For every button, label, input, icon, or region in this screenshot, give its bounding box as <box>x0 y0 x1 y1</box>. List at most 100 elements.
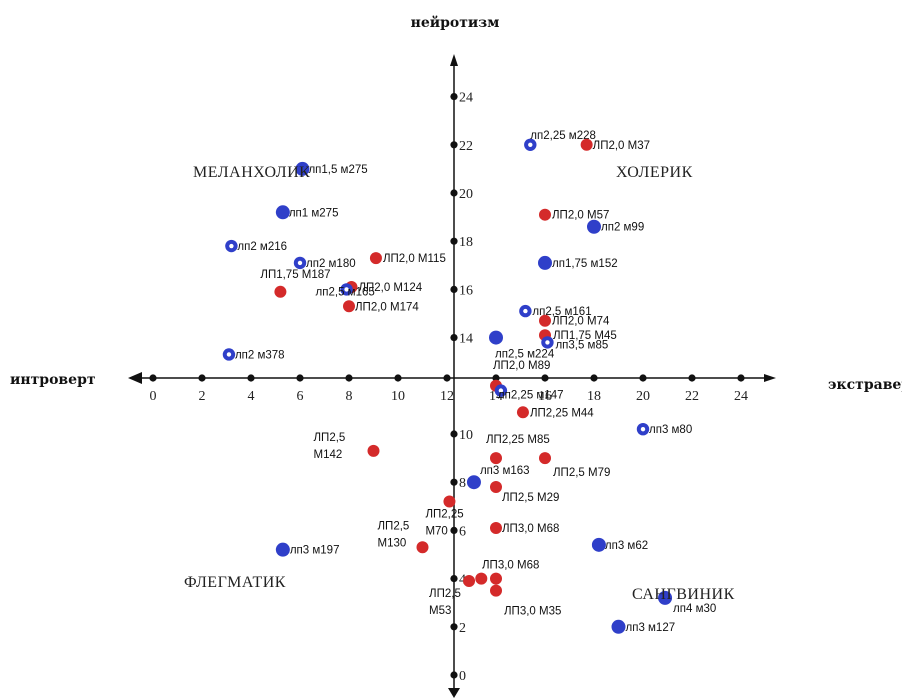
x-tick-label: 20 <box>636 389 650 404</box>
y-tick-dot <box>450 526 458 535</box>
data-point: ЛП3,0 М68 <box>482 560 539 585</box>
data-point: ЛП2,25 М85 <box>486 434 550 465</box>
point-label: лп1,75 м152 <box>552 258 618 270</box>
point-label: ЛП2,0 М74 <box>552 316 610 328</box>
point-marker <box>539 208 551 221</box>
point-marker <box>580 138 593 151</box>
x-tick-label: 4 <box>248 389 255 404</box>
point-label: ЛП2,25 М44 <box>530 407 594 419</box>
point-label: лп2,5 м161 <box>532 306 591 318</box>
point-marker <box>516 406 529 419</box>
quadrant-label-melancholic: МЕЛАНХОЛИК <box>193 164 310 181</box>
data-point: лп3 м62 <box>591 537 648 552</box>
point-label: М53 <box>429 605 451 617</box>
y-tick-dot <box>450 478 458 486</box>
point-marker <box>367 444 380 457</box>
point-label: ЛП1,75 М45 <box>553 330 617 342</box>
point-label: лп3 м127 <box>626 622 676 634</box>
point-label: ЛП2,25 <box>425 508 463 520</box>
x-tick-dot <box>198 374 206 382</box>
point-label: М130 <box>378 537 407 549</box>
point-label: ЛП1,75 М187 <box>260 269 330 281</box>
x-tick-dot <box>590 374 598 382</box>
data-point: лп4 м30 <box>658 590 716 615</box>
data-point: лп1,75 м152 <box>538 255 618 270</box>
x-tick-dot <box>394 374 402 382</box>
x-tick-label: 18 <box>587 389 601 404</box>
point-label: лп2 м378 <box>235 349 285 361</box>
point-label: лп3 м163 <box>480 465 530 477</box>
point-label: лп4 м30 <box>673 603 716 615</box>
point-label: ЛП3,0 М35 <box>504 606 561 618</box>
point-label: лп2,25 м228 <box>530 130 596 142</box>
x-tick-label: 2 <box>199 389 206 404</box>
data-point: ЛП2,0 М37 <box>580 138 650 152</box>
point-label: ЛП2,0 М124 <box>358 282 422 294</box>
point-label: ЛП2,5 М79 <box>553 467 610 479</box>
point-label: ЛП3,0 М68 <box>502 523 559 535</box>
y-tick-label: 6 <box>459 524 466 539</box>
y-tick-dot <box>450 430 458 438</box>
point-label: лп3 м197 <box>290 545 340 557</box>
point-marker-core <box>344 287 349 292</box>
point-marker-core <box>229 243 234 249</box>
x-tick-label: 10 <box>391 389 405 404</box>
y-axis-title: нейротизм <box>411 14 500 31</box>
x-tick-dot <box>443 374 451 382</box>
data-point: ЛП1,75 М187 <box>260 269 331 298</box>
x-axis-right-arrow-icon <box>764 374 776 382</box>
point-label: ЛП2,5 <box>314 432 346 444</box>
data-point: ЛП2,0 М57 <box>539 208 609 222</box>
point-marker <box>274 285 287 298</box>
data-point: ЛП2,0 М115 <box>369 252 446 265</box>
data-point: лп2 м378 <box>222 348 285 361</box>
x-tick-label: 24 <box>734 389 748 404</box>
point-marker <box>489 330 503 345</box>
x-tick-dot <box>247 374 255 382</box>
data-point: лп2,25 м228 <box>524 130 596 151</box>
y-tick-label: 10 <box>459 428 473 443</box>
point-marker-core <box>640 426 646 432</box>
point-marker-core <box>545 340 550 345</box>
point-label: лп2 м180 <box>306 258 356 270</box>
y-tick-label: 0 <box>459 669 466 684</box>
data-point: ЛП3,0 М35 <box>490 584 561 618</box>
point-marker <box>490 452 502 465</box>
data-point: лп2 м180 <box>293 256 356 270</box>
data-point: лп2,5 м161 <box>519 304 592 318</box>
data-point: ЛП2,5 М53 <box>429 575 476 617</box>
axes <box>128 54 776 698</box>
data-point: лп3 м80 <box>636 422 692 436</box>
data-point: лп3 м197 <box>275 542 340 557</box>
point-marker-core <box>226 352 232 357</box>
point-marker <box>343 300 355 313</box>
y-tick-dot <box>450 623 458 631</box>
data-point: ЛП2,25 М70 <box>425 495 464 537</box>
y-tick-dot <box>450 334 458 342</box>
point-marker <box>466 475 481 490</box>
y-tick-dot <box>450 285 458 293</box>
point-label: ЛП2,25 М85 <box>486 434 550 446</box>
point-label: лп3 м80 <box>649 424 692 436</box>
point-label: лп2,25 м147 <box>498 390 564 402</box>
point-marker-core <box>528 142 533 147</box>
point-marker <box>295 161 310 176</box>
x-tick-label: 16 <box>538 389 552 404</box>
point-marker <box>490 481 502 494</box>
point-marker <box>490 521 502 534</box>
point-marker <box>539 314 551 327</box>
data-point: ЛП2,25 М44 <box>516 406 594 419</box>
data-point: ЛП2,5 М79 <box>539 452 610 479</box>
data-point: ЛП3,0 М68 <box>490 521 559 535</box>
data-point: ЛП2,0 М174 <box>343 300 419 313</box>
x-axis-title-left: интроверт <box>10 372 96 388</box>
x-tick-label: 0 <box>150 389 157 404</box>
data-point: лп1 м275 <box>275 205 338 220</box>
x-axis-left-arrow-icon <box>128 372 142 384</box>
quadrant-label-phlegmatic: ФЛЕГМАТИК <box>184 574 286 591</box>
data-point: ЛП2,5 М29 <box>490 481 559 504</box>
